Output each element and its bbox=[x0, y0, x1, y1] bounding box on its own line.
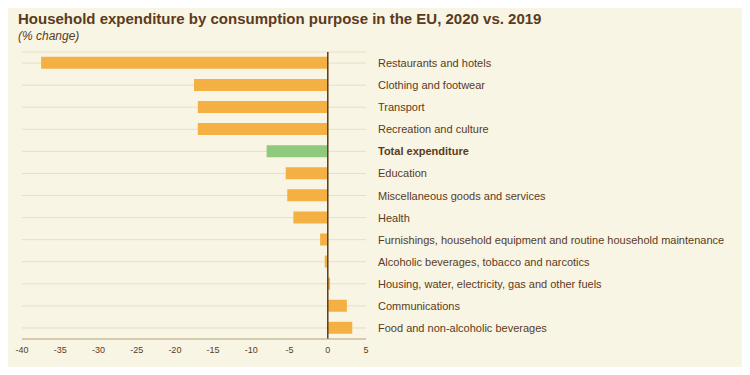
svg-text:-20: -20 bbox=[168, 345, 181, 355]
svg-text:Miscellaneous goods and servic: Miscellaneous goods and services bbox=[378, 190, 546, 202]
svg-text:Total expenditure: Total expenditure bbox=[378, 145, 469, 157]
html-text:(% change): (% change) bbox=[18, 29, 80, 43]
svg-text:-5: -5 bbox=[286, 345, 294, 355]
svg-text:-10: -10 bbox=[245, 345, 258, 355]
svg-text:Transport: Transport bbox=[378, 101, 425, 113]
svg-text:Recreation and culture: Recreation and culture bbox=[378, 123, 489, 135]
svg-text:Furnishings, household equipme: Furnishings, household equipment and rou… bbox=[378, 234, 724, 246]
svg-text:-35: -35 bbox=[54, 345, 67, 355]
svg-text:Restaurants and hotels: Restaurants and hotels bbox=[378, 57, 492, 69]
svg-text:-25: -25 bbox=[130, 345, 143, 355]
svg-text:-30: -30 bbox=[92, 345, 105, 355]
svg-text:-40: -40 bbox=[15, 345, 28, 355]
svg-text:0: 0 bbox=[325, 345, 330, 355]
svg-text:Education: Education bbox=[378, 167, 427, 179]
svg-text:-15: -15 bbox=[207, 345, 220, 355]
svg-text:Alcoholic beverages, tobacco a: Alcoholic beverages, tobacco and narcoti… bbox=[378, 256, 590, 268]
svg-text:Clothing and footwear: Clothing and footwear bbox=[378, 79, 485, 91]
svg-text:Health: Health bbox=[378, 212, 410, 224]
html-text:Household expenditure by consu: Household expenditure by consumption pur… bbox=[18, 10, 542, 27]
svg-text:Housing, water, electricity, g: Housing, water, electricity, gas and oth… bbox=[378, 278, 602, 290]
svg-text:5: 5 bbox=[363, 345, 368, 355]
svg-text:Food and non-alcoholic beverag: Food and non-alcoholic beverages bbox=[378, 322, 547, 334]
svg-text:Communications: Communications bbox=[378, 300, 460, 312]
